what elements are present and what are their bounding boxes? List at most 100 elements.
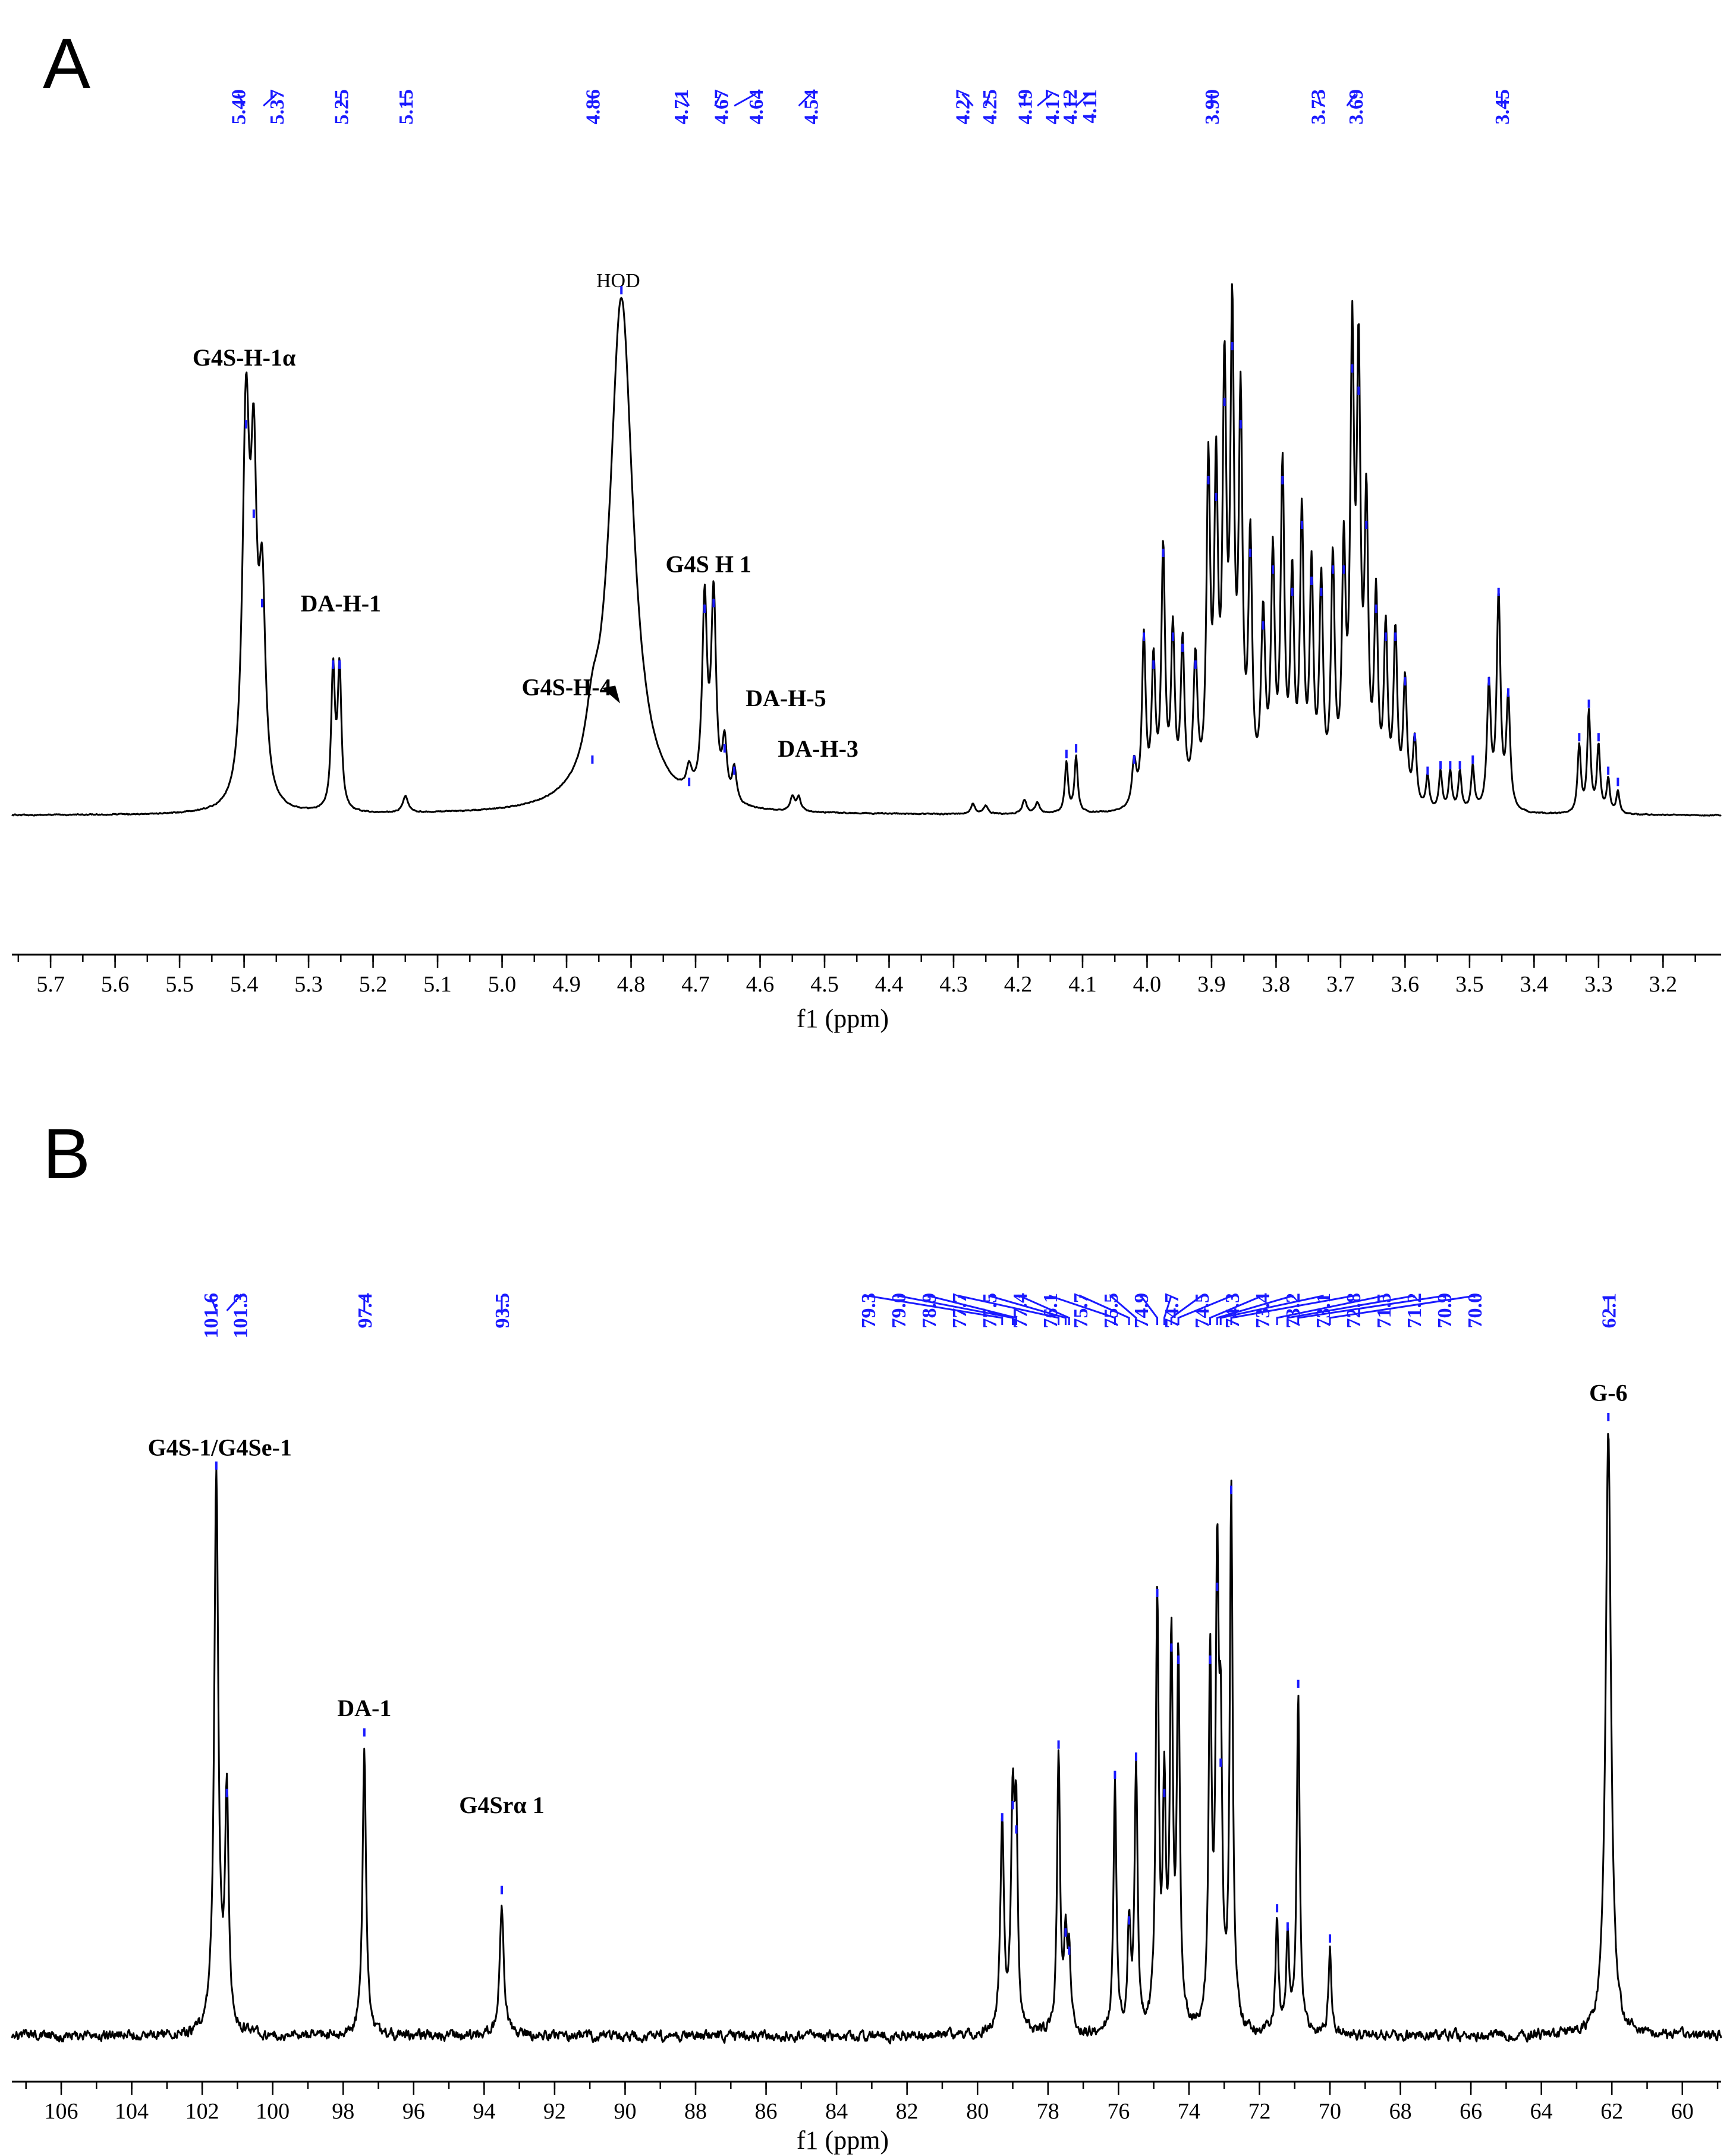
panel-b-peak-markers <box>215 1413 1610 1955</box>
panel-b-x-axis: 106 104 102 100 98 96 94 92 90 88 86 84 82 80 78 76 74 72… <box>12 2081 1721 2124</box>
shift-connector <box>1140 1293 1159 1325</box>
x-tick-label: 4.9 <box>552 972 581 997</box>
shift-label: 73.2 <box>1282 1293 1304 1329</box>
x-tick-label: 76 <box>1107 2099 1130 2124</box>
shift-label: 75.7 <box>1070 1293 1092 1329</box>
x-tick-label: 104 <box>115 2099 149 2124</box>
shift-label: 75.5 <box>1100 1293 1122 1329</box>
x-tick-label: 3.6 <box>1391 972 1420 997</box>
x-tick-label: 90 <box>614 2099 636 2124</box>
peak-annotation: G-6 <box>1589 1380 1627 1406</box>
shift-label: 4.11 <box>1079 89 1101 124</box>
x-tick-label: 82 <box>896 2099 919 2124</box>
peak-annotation: G4Srα 1 <box>459 1792 544 1818</box>
shift-connector <box>1316 93 1322 106</box>
panel-a-peak-annotations: G4S-H-1α DA-H-1 HOD G4S-H-4 G4S H 1 DA-H-5 DA-… <box>193 270 858 762</box>
panel-a-spectrum-trace <box>11 283 1722 817</box>
x-tick-label: 106 <box>44 2099 78 2124</box>
panel-b-13c-spectrum: B 101.6 101.3 97.4 93.5 79.3 79.0 78.9 77.7 77.5… <box>11 1114 1722 2155</box>
x-tick-label: 102 <box>185 2099 219 2124</box>
x-tick-label: 3.5 <box>1455 972 1484 997</box>
peak-annotation: DA-H-3 <box>778 735 858 762</box>
x-tick-label: 92 <box>543 2099 566 2124</box>
shift-connector <box>1079 1294 1130 1325</box>
shift-connector <box>1209 1294 1263 1325</box>
shift-connector <box>1297 1295 1445 1325</box>
shift-connector <box>1287 1295 1415 1325</box>
shift-label: 70.9 <box>1434 1293 1456 1329</box>
x-tick-label: 5.0 <box>488 972 517 997</box>
shift-connector <box>680 93 690 106</box>
peak-annotation: G4S-1/G4Se-1 <box>148 1434 292 1461</box>
shift-connector <box>209 1295 218 1311</box>
shift-connector <box>226 1293 241 1311</box>
x-tick-label: 80 <box>966 2099 989 2124</box>
x-tick-label: 3.9 <box>1197 972 1226 997</box>
shift-connector <box>734 93 756 107</box>
shift-connector <box>988 1295 1067 1325</box>
shift-connector <box>927 1295 1017 1325</box>
shift-connector <box>958 1295 1060 1325</box>
x-tick-label: 5.5 <box>165 972 194 997</box>
peak-annotation: DA-H-5 <box>746 685 826 712</box>
x-tick-label: 4.6 <box>746 972 775 997</box>
shift-connector <box>961 93 974 107</box>
shift-connector <box>1230 1295 1354 1325</box>
peak-annotation: HOD <box>596 270 640 292</box>
peak-annotation: G4S-H-4 <box>521 673 611 700</box>
x-tick-label: 4.4 <box>875 972 904 997</box>
annotation-arrow <box>602 685 621 704</box>
shift-connector <box>1346 93 1356 106</box>
shift-connector <box>897 1295 1014 1325</box>
shift-connector <box>1276 1295 1385 1325</box>
x-tick-label: 78 <box>1037 2099 1059 2124</box>
x-tick-label: 64 <box>1530 2099 1553 2124</box>
x-tick-label: 5.1 <box>423 972 452 997</box>
panel-b-x-axis-title: f1 (ppm) <box>797 2126 889 2155</box>
shift-connector <box>1049 1294 1116 1325</box>
x-tick-label: 3.3 <box>1584 972 1613 997</box>
peak-annotation: G4S H 1 <box>665 551 751 578</box>
shift-label: 4.54 <box>801 89 823 125</box>
x-tick-label: 5.6 <box>101 972 130 997</box>
x-tick-label: 94 <box>473 2099 495 2124</box>
shift-label: 79.0 <box>888 1293 910 1329</box>
shift-label: 79.3 <box>858 1293 880 1329</box>
panel-a-1h-spectrum: A 5.40 5.37 5.25 5.15 4.86 4.71 4.67 4.64 4.54 4.… <box>11 24 1722 1033</box>
x-tick-label: 3.2 <box>1649 972 1678 997</box>
panel-b-shift-labels: 101.6 101.3 97.4 93.5 79.3 79.0 78.9 77.7 77.5 77… <box>200 1293 1620 1339</box>
x-tick-label: 4.0 <box>1133 972 1162 997</box>
peak-annotation: DA-1 <box>337 1695 391 1721</box>
x-tick-label: 62 <box>1600 2099 1623 2124</box>
shift-connector <box>237 93 245 106</box>
shift-connector <box>1109 1293 1137 1325</box>
x-tick-label: 4.1 <box>1068 972 1097 997</box>
panel-a-x-axis-title: f1 (ppm) <box>797 1004 889 1033</box>
shift-connector <box>1329 1295 1476 1325</box>
panel-b-peak-annotations: G4S-1/G4Se-1 DA-1 G4Srα 1 G-6 <box>148 1380 1628 1819</box>
shift-label: 3.69 <box>1345 89 1367 125</box>
shift-connector <box>263 93 278 107</box>
shift-label: 4.25 <box>979 89 1001 125</box>
shift-connector <box>1216 1294 1294 1325</box>
x-tick-label: 4.2 <box>1004 972 1033 997</box>
shift-connector <box>1163 1295 1172 1325</box>
shift-connector <box>867 1295 1004 1325</box>
x-tick-label: 4.8 <box>617 972 646 997</box>
shift-connector <box>1170 1294 1203 1325</box>
x-tick-label: 60 <box>1671 2099 1694 2124</box>
x-tick-label: 66 <box>1460 2099 1482 2124</box>
shift-label: 5.37 <box>266 89 288 125</box>
panel-a-shift-labels: 5.40 5.37 5.25 5.15 4.86 4.71 4.67 4.64 4.54 4.27… <box>228 89 1514 125</box>
shift-label: 4.64 <box>746 89 768 125</box>
shift-connector <box>1177 1294 1233 1325</box>
shift-connector <box>985 93 990 106</box>
shift-connector <box>1037 93 1052 107</box>
shift-label: 101.3 <box>230 1293 252 1339</box>
peak-annotation: G4S-H-1α <box>193 344 295 371</box>
shift-connector <box>1075 93 1090 107</box>
x-tick-label: 5.4 <box>230 972 259 997</box>
shift-connector <box>1219 1295 1324 1325</box>
shift-label: 70.0 <box>1464 1293 1486 1329</box>
